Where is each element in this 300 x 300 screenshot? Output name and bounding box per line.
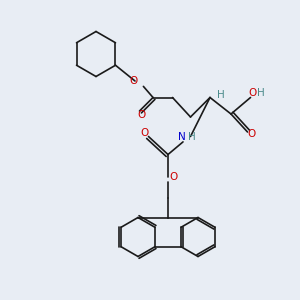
- Text: O: O: [169, 172, 177, 182]
- Text: O: O: [249, 88, 257, 98]
- Text: O: O: [137, 110, 146, 120]
- Text: H: H: [257, 88, 265, 98]
- Text: N: N: [178, 131, 186, 142]
- Text: O: O: [129, 76, 138, 86]
- Text: O: O: [141, 128, 149, 139]
- Text: O: O: [247, 129, 255, 140]
- Text: H: H: [188, 132, 196, 142]
- Text: H: H: [217, 89, 224, 100]
